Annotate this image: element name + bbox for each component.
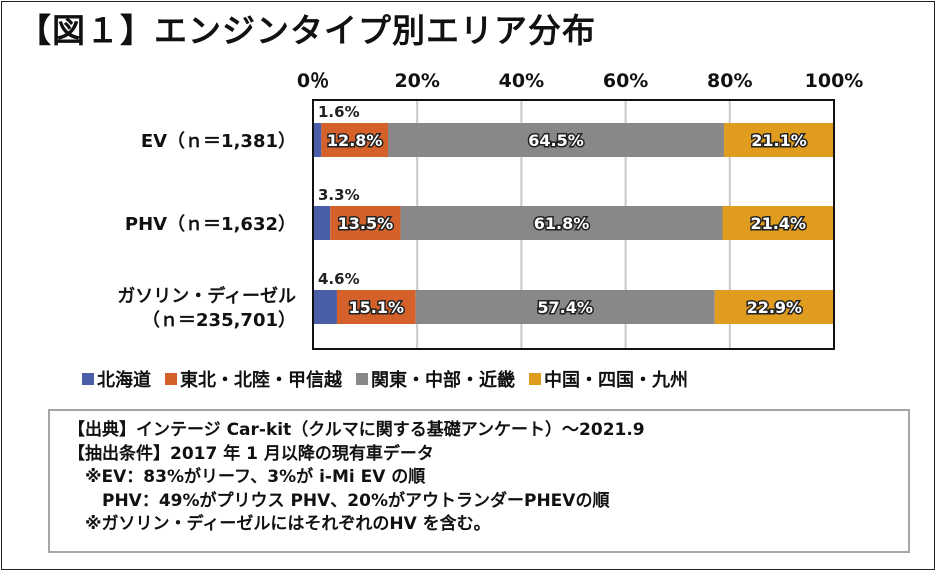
category-label: EV（ｎ＝1,381） [141, 131, 296, 152]
x-tick-label: 60% [603, 70, 648, 92]
legend-label: 北海道 [97, 370, 151, 391]
data-label: 57.4% [537, 298, 593, 317]
legend-swatch [356, 373, 368, 385]
bar-segment [724, 123, 834, 157]
bar-segment [313, 290, 337, 324]
data-label: 1.6% [318, 103, 360, 121]
x-tick-label: 100% [805, 70, 864, 92]
x-axis-ticks: 0％ 20% 40% 60% 80% 100% [297, 70, 863, 92]
bar-segment [388, 123, 725, 157]
legend-label: 中国・四国・九州 [544, 370, 688, 391]
legend-item: 北海道 [82, 366, 151, 392]
legend: 北海道 東北・北陸・甲信越 関東・中部・近畿 中国・四国・九州 [82, 366, 688, 392]
bar-segment [321, 123, 389, 157]
legend-label: 関東・中部・近畿 [371, 370, 515, 391]
bar-segment [722, 206, 834, 240]
x-tick-label: 80% [707, 70, 752, 92]
data-label: 21.1% [751, 131, 807, 150]
data-label: 61.8% [534, 214, 590, 233]
bar-segment [330, 206, 401, 240]
legend-label: 東北・北陸・甲信越 [180, 370, 342, 391]
legend-swatch [529, 373, 541, 385]
legend-swatch [82, 373, 94, 385]
bar-segment [714, 290, 834, 324]
legend-swatch [165, 373, 177, 385]
legend-item: 中国・四国・九州 [529, 366, 688, 392]
source-line: 【抽出条件】2017 年 1 月以降の現有車データ [68, 443, 434, 464]
category-label: （ｎ＝235,701） [142, 310, 296, 331]
data-label: 22.9% [747, 298, 803, 317]
data-label: 21.4% [750, 214, 806, 233]
legend-item: 東北・北陸・甲信越 [165, 366, 342, 392]
data-label: 64.5% [528, 131, 584, 150]
category-label: ガソリン・ディーゼル [117, 285, 296, 307]
legend-item: 関東・中部・近畿 [356, 366, 515, 392]
data-label: 13.5% [338, 214, 394, 233]
source-notes: 【出典】インテージ Car-kit（クルマに関する基礎アンケート）～2021.9… [48, 409, 910, 553]
bar-segment [400, 206, 723, 240]
x-tick-label: 20% [394, 70, 439, 92]
bar-segment [415, 290, 715, 324]
bar-segment [313, 123, 322, 157]
data-label: 3.3% [318, 186, 360, 204]
category-label: PHV（ｎ＝1,632） [125, 214, 296, 235]
chart-title: 【図１】エンジンタイプ別エリア分布 [18, 11, 596, 50]
source-line: ※ガソリン・ディーゼルにはそれぞれのHV を含む。 [68, 514, 491, 534]
x-tick-label: 0％ [297, 70, 329, 92]
data-label: 15.1% [349, 298, 405, 317]
source-line: 【出典】インテージ Car-kit（クルマに関する基礎アンケート）～2021.9 [68, 420, 645, 440]
x-tick-label: 40% [499, 70, 544, 92]
data-label: 4.6% [318, 270, 360, 288]
plot-border [312, 99, 835, 350]
source-line: PHV：49%がプリウス PHV、20%がアウトランダーPHEVの順 [68, 490, 610, 511]
category-labels: EV（ｎ＝1,381） PHV（ｎ＝1,632） ガソリン・ディーゼル （ｎ＝235,… [117, 131, 296, 331]
bar-segment [313, 206, 331, 240]
bar-segment [336, 290, 416, 324]
bars: 1.6% 12.8% 64.5% 21.1% 3.3% 13.5% 61.8% 21.4% 4.… [313, 103, 834, 324]
data-label: 12.8% [327, 131, 383, 150]
source-line: ※EV：83%がリーフ、3%が i-Mi EV の順 [68, 467, 426, 487]
